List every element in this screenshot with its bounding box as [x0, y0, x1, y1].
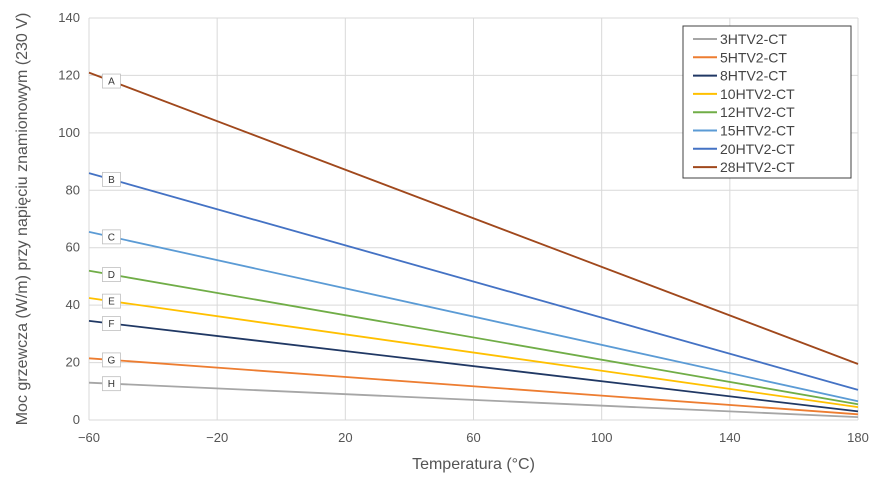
x-tick-label: 20 [338, 430, 352, 445]
x-tick-label: 100 [591, 430, 613, 445]
y-tick-label: 80 [66, 182, 80, 197]
curve-label-box [102, 171, 121, 187]
legend-entry: 10HTV2-CT [720, 86, 795, 102]
series-line-10HTV2-CT [88, 297, 859, 408]
series-line-12HTV2-CT [88, 269, 859, 406]
series-lines [88, 71, 859, 418]
legend-entry: 28HTV2-CT [720, 159, 795, 175]
curve-label: A [108, 77, 115, 88]
y-axis-title: Moc grzewcza (W/m) przy napięciu znamion… [14, 13, 31, 426]
curve-label-box [102, 73, 121, 89]
series-line-5HTV2-CT [88, 357, 859, 416]
axes: 0 20 40 60 80 100 120 140 −60 −20 20 60 100 140 180 [58, 10, 869, 445]
y-tick-label: 40 [66, 297, 80, 312]
legend-entry: 8HTV2-CT [720, 68, 787, 84]
curve-label: B [108, 175, 115, 186]
y-tick-label: 60 [66, 240, 80, 255]
legend-entry: 12HTV2-CT [720, 104, 795, 120]
curve-label-box [102, 352, 121, 368]
legend-entry: 3HTV2-CT [720, 31, 787, 47]
x-tick-label: −60 [78, 430, 100, 445]
legend: 3HTV2-CT 5HTV2-CT 8HTV2-CT 10HTV2-CT 12HTV2-… [682, 25, 852, 179]
legend-box [682, 25, 852, 179]
curve-label-box [102, 267, 121, 282]
y-tick-label: 140 [58, 10, 80, 25]
curve-label: G [108, 355, 116, 366]
curve-label: C [108, 232, 115, 243]
series-line-20HTV2-CT [88, 172, 859, 391]
curve-label-box [102, 316, 121, 331]
series-line-8HTV2-CT [88, 320, 859, 413]
legend-entry: 15HTV2-CT [720, 123, 795, 139]
series-line-28HTV2-CT [88, 71, 859, 365]
curve-labels: H G FE D C B A [102, 73, 121, 392]
series-line-3HTV2-CT [88, 381, 859, 418]
curve-label-box [102, 229, 121, 245]
x-tick-label: 60 [466, 430, 480, 445]
y-tick-label: 20 [66, 355, 80, 370]
x-tick-label: 140 [719, 430, 741, 445]
x-tick-label: 180 [847, 430, 869, 445]
x-axis-title: Temperatura (°C) [412, 456, 535, 473]
curve-label-box [102, 376, 121, 392]
curve-label: H [108, 379, 115, 390]
y-tick-label: 0 [73, 412, 80, 427]
curve-label: D [108, 270, 115, 281]
legend-entry: 5HTV2-CT [720, 49, 787, 65]
y-tick-label: 120 [58, 67, 80, 82]
curve-label: E [108, 297, 115, 308]
series-line-15HTV2-CT [88, 231, 859, 403]
legend-entry: 20HTV2-CT [720, 141, 795, 157]
x-tick-label: −20 [206, 430, 228, 445]
y-tick-label: 100 [58, 125, 80, 140]
curve-label-box [102, 293, 121, 309]
curve-label: F [108, 319, 114, 330]
